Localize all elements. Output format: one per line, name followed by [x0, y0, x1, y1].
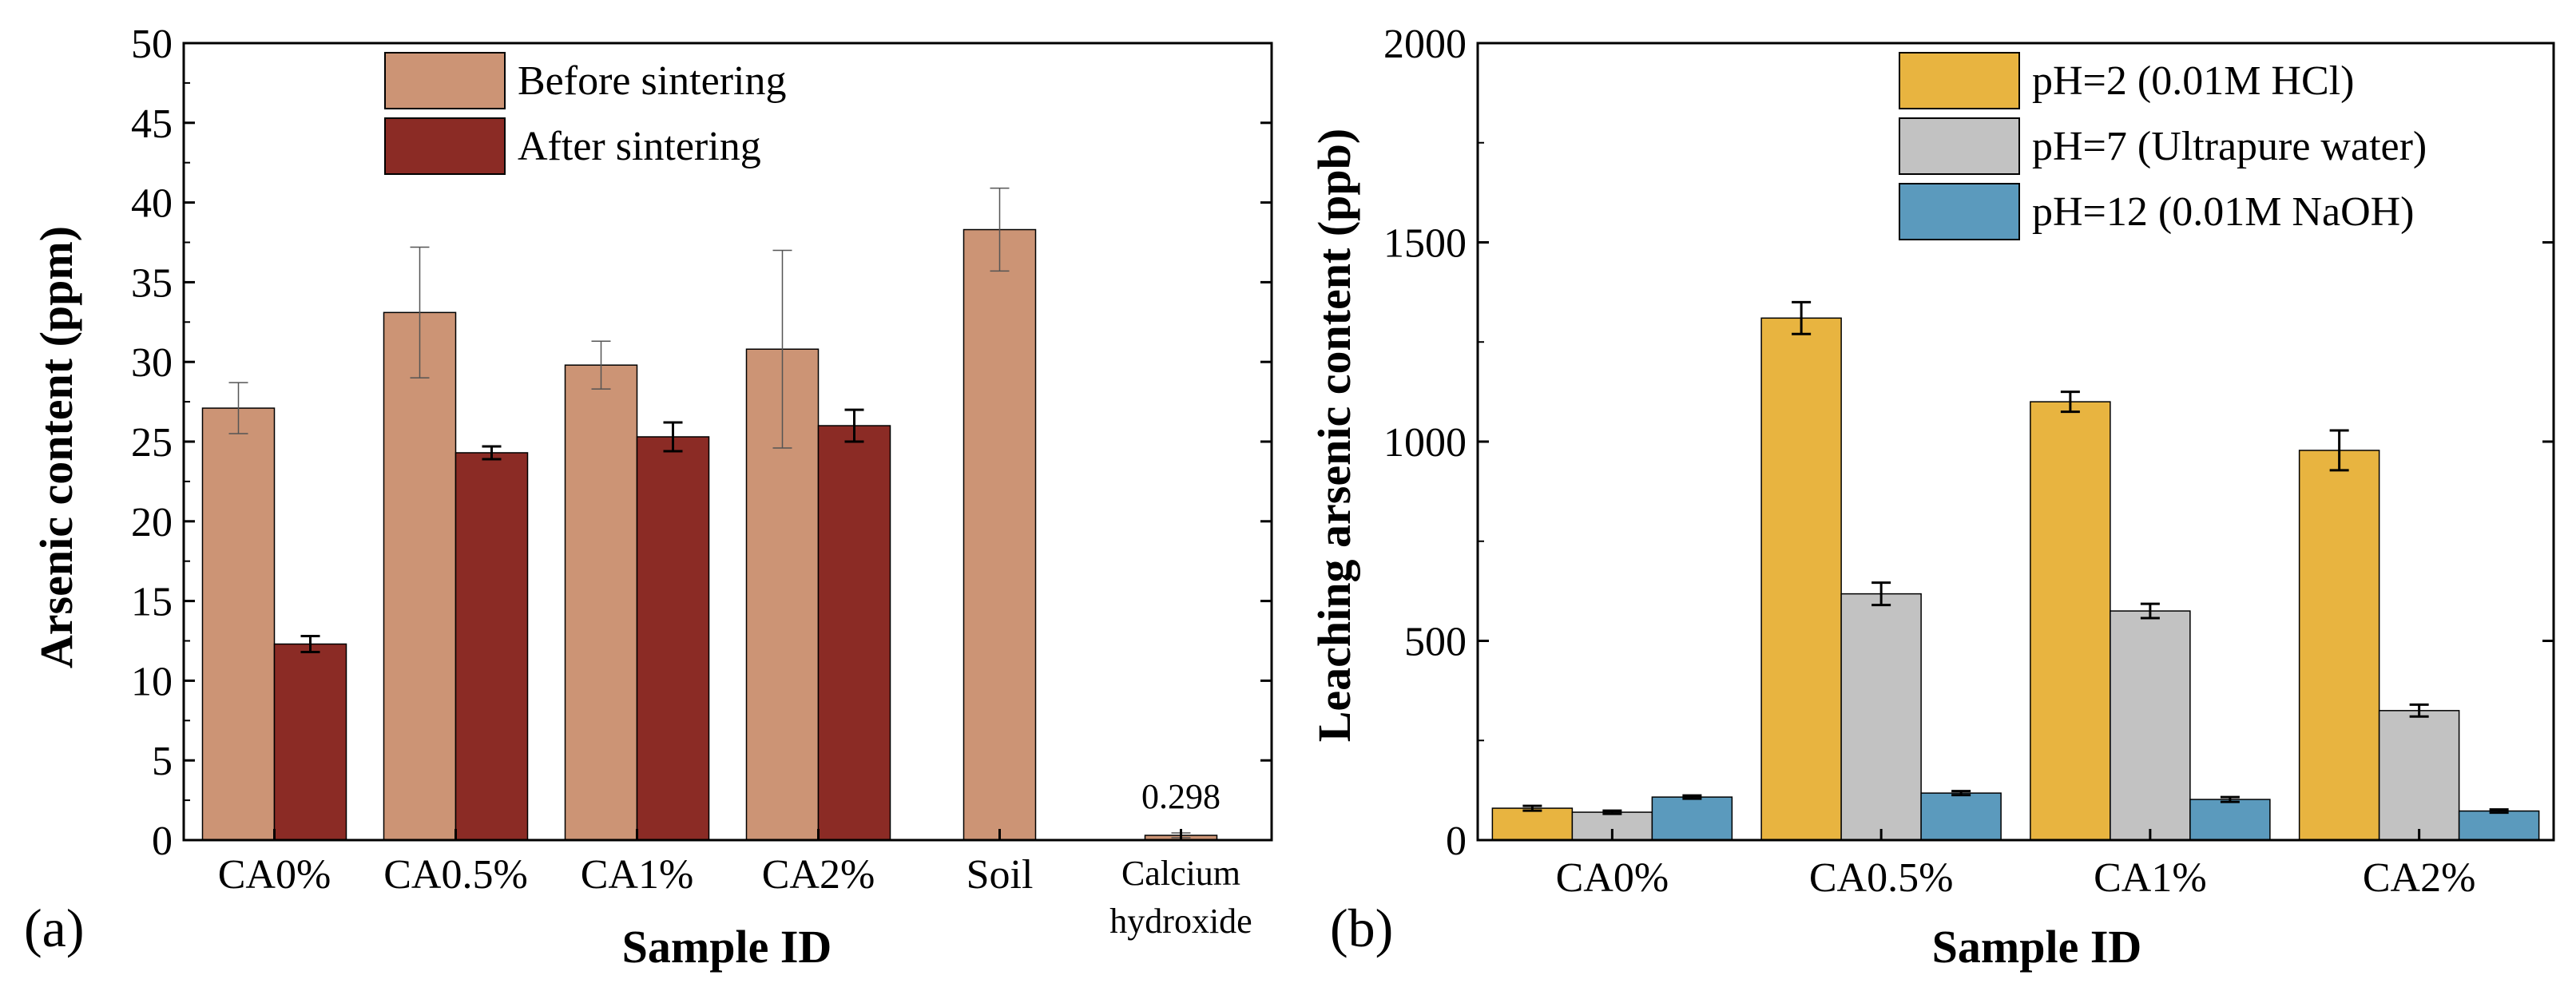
panel-b-xtick-label: CA0.5%: [1809, 855, 1954, 901]
panel-a-xtick-label: CA2%: [762, 852, 875, 898]
panel-b-legend: pH=2 (0.01M HCl) pH=7 (Ultrapure water) pH…: [1899, 52, 2427, 240]
panel-b-legend-swatch-2: [1899, 183, 2020, 240]
panel-a-xtick-label: CA1%: [581, 852, 694, 898]
panel-a-bar-before-0: [201, 407, 276, 841]
panel-b-legend-label-2: pH=12 (0.01M NaOH): [2032, 189, 2415, 235]
panel-b-axes-frame: [1476, 42, 2555, 842]
panel-b-bar-s1-3: [2378, 710, 2460, 841]
panel-a-xtick-label-line1: Calcium: [1121, 854, 1240, 893]
panel-b-xlabel: Sample ID: [1932, 921, 2142, 973]
panel-a-ytick-label: 30: [131, 340, 173, 386]
panel-a-xtick-label: CA0.5%: [383, 852, 528, 898]
panel-a-legend-swatch-1: [384, 117, 506, 175]
panel-a-ytick-label: 40: [131, 181, 173, 227]
panel-b-ytick-label: 1500: [1383, 221, 1467, 267]
panel-b-bar-s0-2: [2030, 401, 2111, 841]
panel-b-bar-s1-1: [1840, 593, 1922, 841]
panel-a-plot-area: 0 5 10 15 20 25 30 35 40 45 50 CA0% CA0.5% CA1% CA2% So…: [131, 22, 1273, 941]
panel-a-ytick-label: 20: [131, 500, 173, 545]
panel-b-bar-s0-0: [1491, 807, 1574, 841]
panel-b-legend-label-0: pH=2 (0.01M HCl): [2032, 58, 2354, 104]
panel-a-legend-swatch-0: [384, 52, 506, 109]
panel-b-bar-s1-2: [2110, 610, 2191, 841]
panel-a-ytick-label: 10: [131, 659, 173, 704]
panel-a: (a) Sample ID Arsenic content (ppm) 0 5 10…: [24, 22, 1273, 973]
panel-a-xtick-label: Soil: [966, 852, 1034, 898]
panel-b-bar-s2-1: [1920, 792, 2002, 841]
panel-b: (b) Sample ID Leaching arsenic content (…: [1308, 22, 2555, 973]
panel-b-bar-s2-0: [1651, 796, 1733, 841]
panel-b-label: (b): [1330, 898, 1393, 958]
panel-a-xtick-label-line2: hydroxide: [1109, 902, 1252, 941]
panel-b-ytick-label: 2000: [1383, 22, 1467, 67]
panel-a-axes-frame: [182, 42, 1273, 842]
panel-b-legend-swatch-1: [1899, 117, 2020, 175]
panel-a-xlabel: Sample ID: [622, 921, 832, 973]
panel-a-ytick-label: 45: [131, 101, 173, 147]
panel-a-legend-label-0: Before sintering: [518, 58, 786, 104]
panel-a-bar-before-4: [963, 228, 1037, 841]
panel-b-bar-s2-2: [2189, 799, 2271, 841]
panel-a-ytick-label: 25: [131, 420, 173, 466]
panel-b-ytick-label: 0: [1446, 819, 1467, 864]
panel-a-annotation: 0.298: [1141, 777, 1221, 816]
panel-a-legend-label-1: After sintering: [518, 124, 761, 169]
panel-b-xtick-label: CA1%: [2094, 855, 2207, 901]
panel-b-ylabel: Leaching arsenic content (ppb): [1308, 129, 1360, 743]
panel-a-ytick-label: 5: [152, 739, 173, 784]
panel-a-bar-before-1: [383, 311, 457, 841]
panel-b-bar-s2-3: [2458, 810, 2540, 841]
panel-b-bar-s0-1: [1760, 317, 1842, 841]
panel-a-ylabel: Arsenic content (ppm): [30, 226, 82, 668]
panel-a-ytick-label: 50: [131, 22, 173, 67]
panel-a-legend: Before sintering After sintering: [384, 52, 786, 175]
panel-a-bar-after-2: [636, 436, 710, 841]
panel-b-ytick-label: 500: [1404, 620, 1467, 665]
panel-b-plot-area: 0 500 1000 1500 2000 CA0% CA0.5% CA1% CA2% pH=2 (…: [1383, 22, 2555, 901]
panel-b-ytick-label: 1000: [1383, 420, 1467, 466]
panel-a-ytick-label: 0: [152, 819, 173, 864]
panel-a-bar-after-1: [454, 452, 529, 841]
panel-a-ytick-label: 15: [131, 580, 173, 625]
panel-b-xtick-label: CA2%: [2363, 855, 2476, 901]
panel-a-ytick-label: 35: [131, 260, 173, 306]
panel-a-bar-after-0: [273, 643, 347, 841]
panel-b-legend-swatch-0: [1899, 52, 2020, 109]
panel-a-bar-before-2: [564, 364, 638, 841]
panel-a-bar-after-3: [817, 425, 891, 841]
panel-b-legend-label-1: pH=7 (Ultrapure water): [2032, 124, 2427, 169]
panel-b-bar-s0-3: [2298, 450, 2380, 841]
panel-a-label: (a): [24, 898, 84, 958]
panel-a-xtick-label: CA0%: [218, 852, 331, 898]
panel-b-xtick-label: CA0%: [1556, 855, 1669, 901]
